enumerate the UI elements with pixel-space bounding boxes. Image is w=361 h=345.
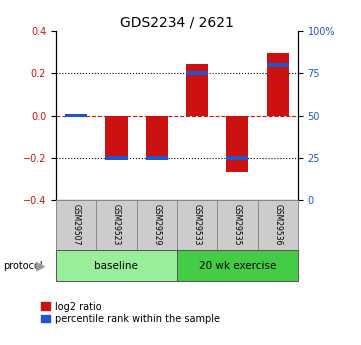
Bar xyxy=(96,200,136,250)
Title: GDS2234 / 2621: GDS2234 / 2621 xyxy=(120,16,234,30)
Bar xyxy=(226,116,248,171)
Bar xyxy=(56,250,177,281)
Text: protocol: protocol xyxy=(4,262,43,271)
Bar xyxy=(177,200,217,250)
Bar xyxy=(266,63,289,67)
Bar xyxy=(266,53,289,116)
Text: 20 wk exercise: 20 wk exercise xyxy=(199,261,276,270)
Bar xyxy=(145,156,168,160)
Bar xyxy=(145,116,168,158)
Text: GSM29533: GSM29533 xyxy=(192,204,201,246)
Bar xyxy=(105,156,127,160)
Bar xyxy=(257,200,298,250)
Legend: log2 ratio, percentile rank within the sample: log2 ratio, percentile rank within the s… xyxy=(41,302,219,324)
Text: GSM29535: GSM29535 xyxy=(233,204,242,246)
Bar xyxy=(56,200,96,250)
Bar xyxy=(65,114,87,118)
Text: GSM29536: GSM29536 xyxy=(273,204,282,246)
Text: ▶: ▶ xyxy=(36,260,45,273)
Bar xyxy=(177,250,298,281)
Bar xyxy=(136,200,177,250)
Bar xyxy=(226,156,248,160)
Bar xyxy=(186,64,208,116)
Bar xyxy=(105,116,127,160)
Text: GSM29507: GSM29507 xyxy=(71,204,81,246)
Bar xyxy=(186,71,208,75)
Text: GSM29529: GSM29529 xyxy=(152,205,161,246)
Text: baseline: baseline xyxy=(95,261,138,270)
Bar xyxy=(217,200,257,250)
Text: GSM29523: GSM29523 xyxy=(112,205,121,246)
